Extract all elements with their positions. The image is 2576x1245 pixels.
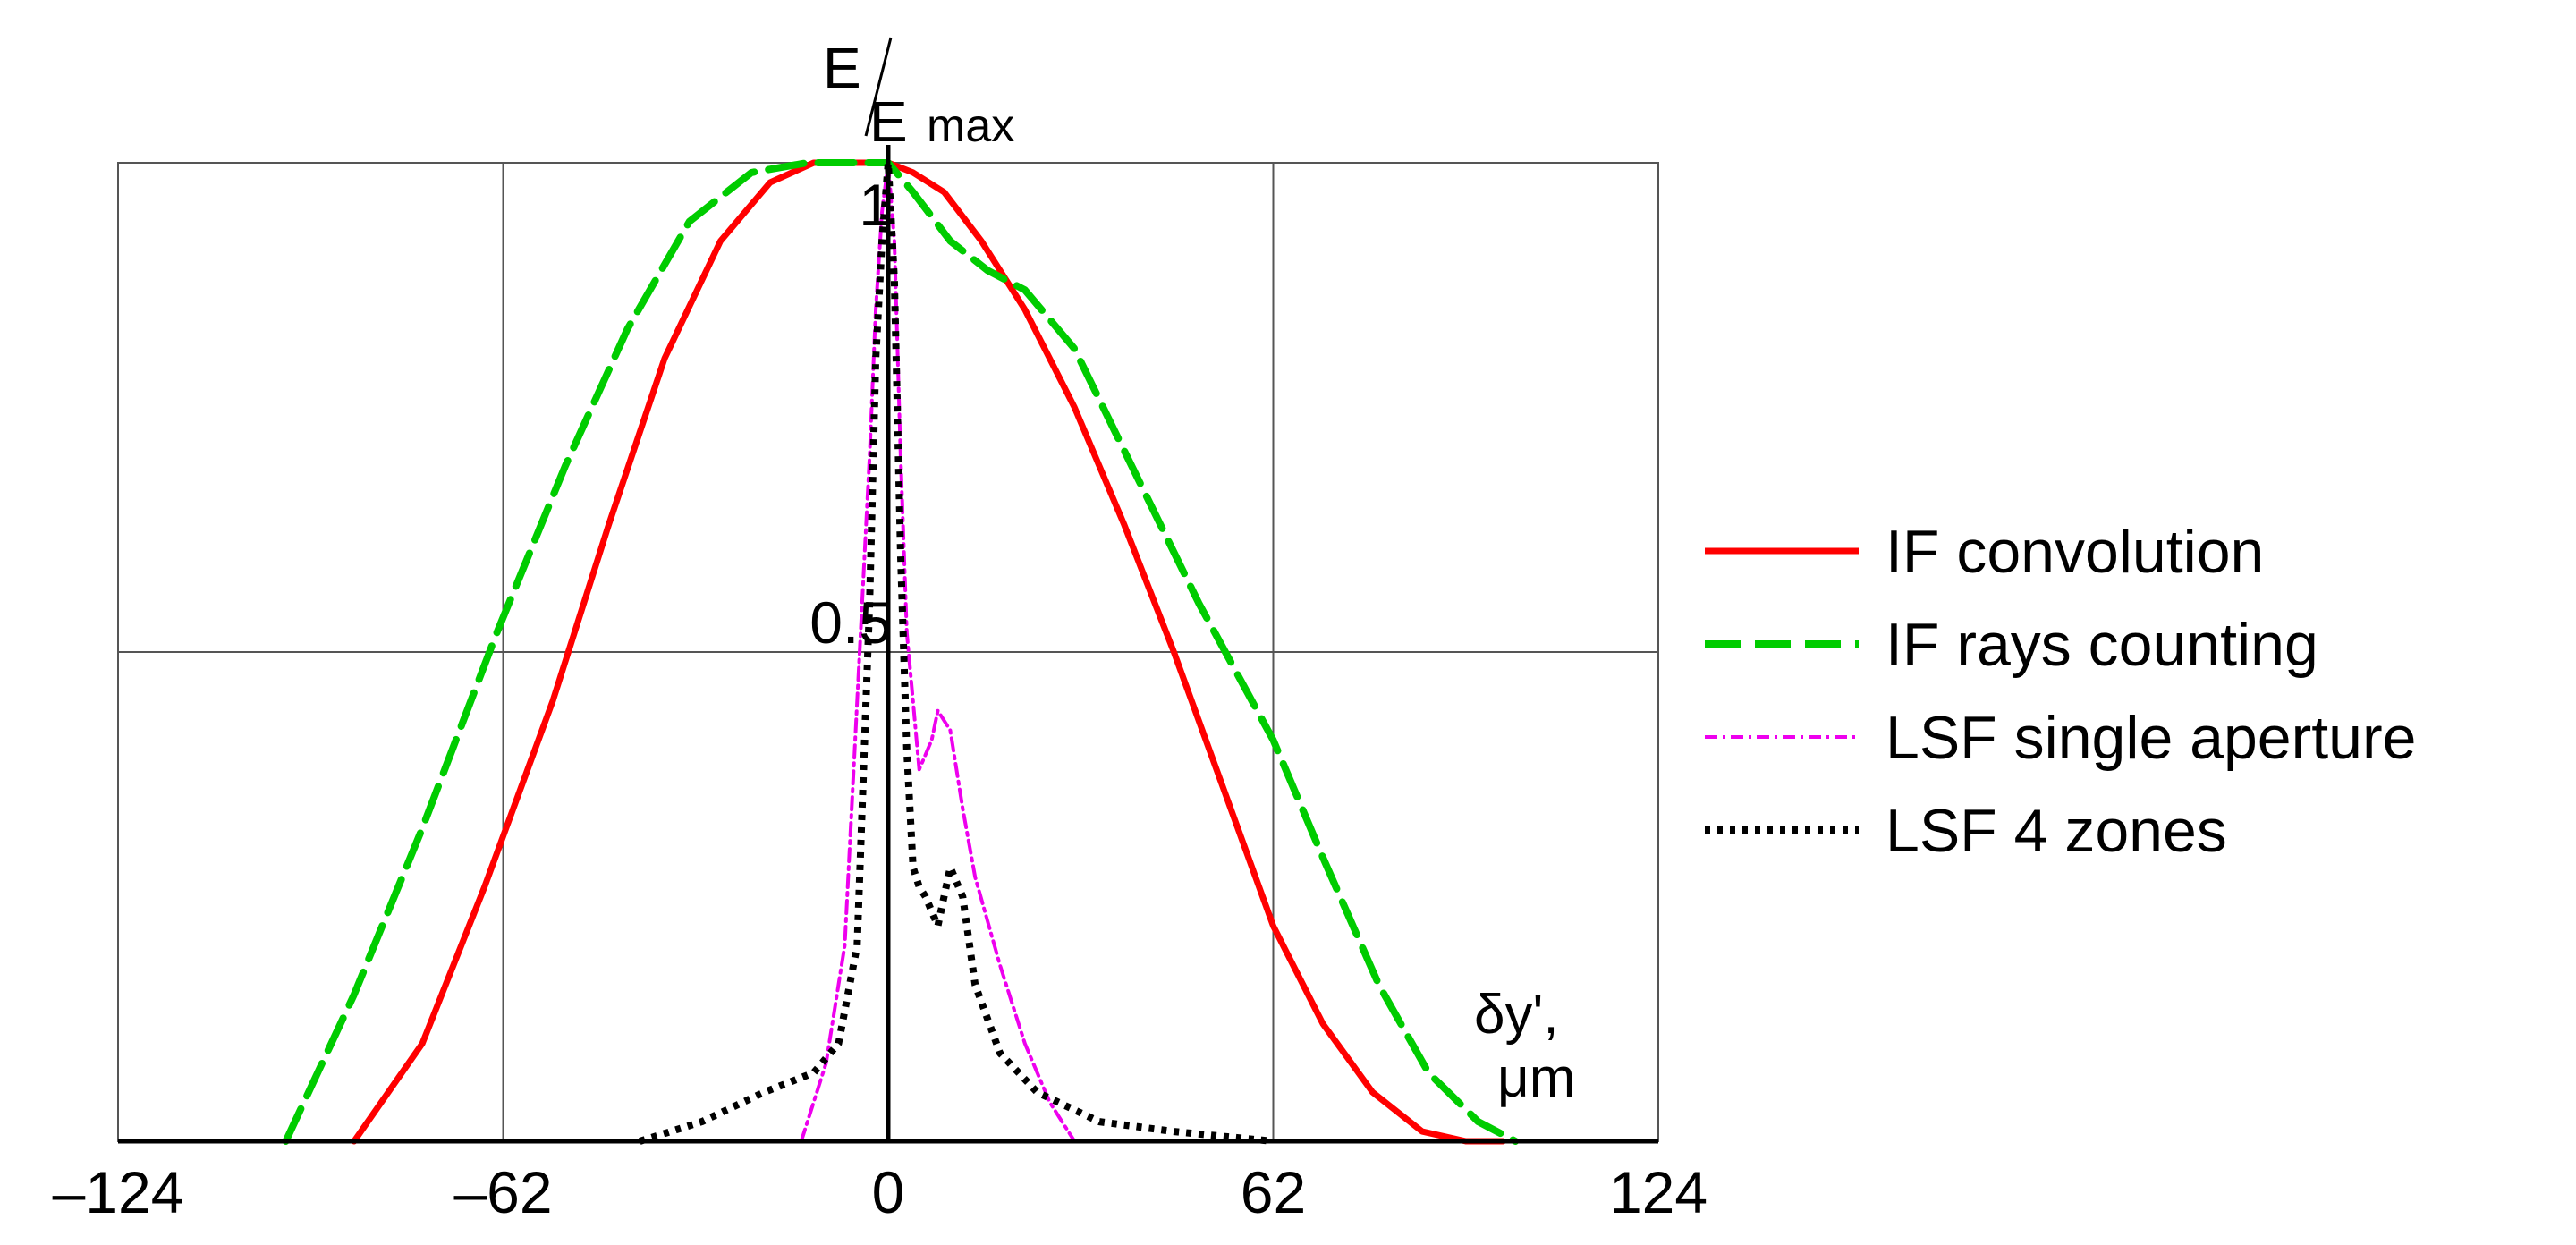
x-tick-label: 0 (872, 1159, 905, 1225)
series-line-2 (799, 161, 1077, 1143)
y-axis-label-sub: max (927, 100, 1014, 152)
y-axis-label-denominator: E (869, 89, 908, 154)
series-line-1 (282, 159, 1520, 1145)
x-axis-label-line2: μm (1497, 1047, 1575, 1109)
y-tick-label: 0.5 (809, 589, 892, 656)
tick-labels: –124 –62 0 62 124 0.5 1 (53, 172, 1707, 1225)
y-tick-label: 1 (859, 172, 892, 238)
y-axis-label-slash (864, 37, 893, 137)
series-layer (282, 159, 1520, 1145)
legend-label-2: LSF single aperture (1885, 704, 2416, 772)
legend-label-3: LSF 4 zones (1885, 797, 2227, 865)
x-axis-label: δy', μm (1474, 984, 1575, 1109)
legend-label-0: IF convolution (1885, 518, 2264, 586)
y-axis-label-main: E (823, 36, 861, 100)
y-axis-label: E E max (823, 36, 1014, 154)
series-line-3 (639, 159, 1274, 1145)
x-tick-label: 124 (1609, 1159, 1707, 1225)
legend: IF convolution IF rays counting LSF single… (1705, 518, 2416, 865)
x-axis-label-line1: δy', (1474, 984, 1559, 1046)
x-tick-label: 62 (1241, 1159, 1306, 1225)
legend-label-1: IF rays counting (1885, 611, 2318, 679)
x-tick-label: –62 (453, 1159, 552, 1225)
x-tick-label: –124 (53, 1159, 184, 1225)
series-line-0 (351, 159, 1506, 1145)
axes (118, 145, 1658, 1144)
